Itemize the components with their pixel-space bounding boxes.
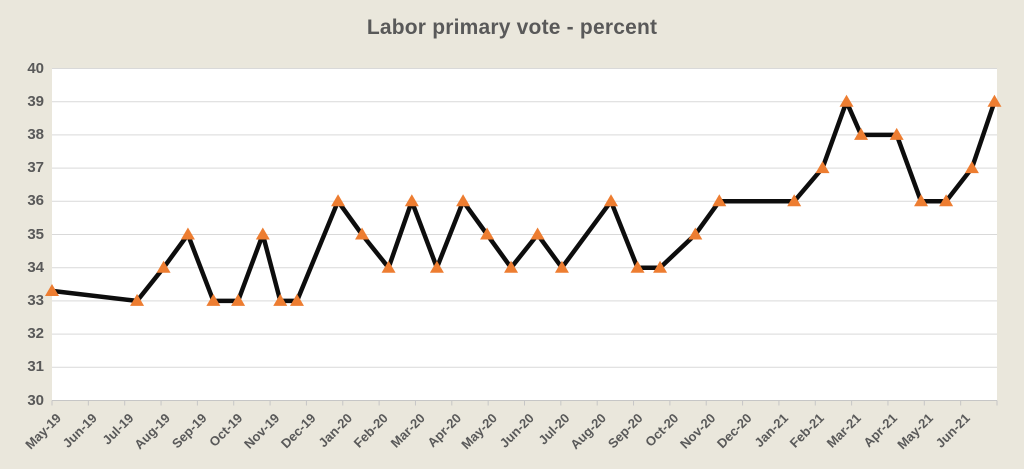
data-point-marker [854, 127, 869, 140]
y-axis-label: 38 [27, 125, 44, 143]
data-point-marker [653, 260, 668, 273]
data-point-marker [504, 260, 519, 273]
data-point-marker [604, 194, 619, 207]
y-axis-label: 40 [27, 59, 44, 77]
y-axis-label: 31 [27, 358, 44, 376]
y-axis-label: 33 [27, 291, 44, 309]
data-point-marker [331, 194, 346, 207]
data-point-marker [45, 283, 59, 296]
data-point-marker [273, 293, 288, 306]
data-point-marker [180, 227, 195, 240]
data-point-marker [554, 260, 569, 273]
y-axis-label: 36 [27, 192, 44, 210]
data-point-marker [839, 94, 854, 107]
data-point-marker [964, 161, 979, 174]
data-point-marker [889, 127, 904, 140]
data-point-marker [381, 260, 396, 273]
data-point-marker [206, 293, 221, 306]
data-point-marker [130, 293, 145, 306]
data-point-marker [815, 161, 830, 174]
y-axis-label: 32 [27, 325, 44, 343]
data-point-marker [787, 194, 802, 207]
y-axis-label: 34 [27, 258, 44, 276]
data-point-marker [712, 194, 727, 207]
data-point-marker [630, 260, 645, 273]
y-axis-label: 35 [27, 225, 44, 243]
data-point-marker [231, 293, 246, 306]
y-axis-label: 30 [27, 391, 44, 409]
data-point-marker [480, 227, 495, 240]
data-point-marker [255, 227, 270, 240]
data-point-marker [355, 227, 370, 240]
data-point-marker [156, 260, 171, 273]
data-point-marker [530, 227, 545, 240]
chart-title: Labor primary vote - percent [366, 16, 658, 39]
y-axis-label: 39 [27, 92, 44, 110]
data-point-marker [429, 260, 444, 273]
data-point-marker [404, 194, 419, 207]
data-point-marker [914, 194, 929, 207]
data-point-marker [456, 194, 471, 207]
y-axis-label: 37 [27, 159, 44, 177]
data-point-marker [688, 227, 703, 240]
data-point-marker [987, 94, 1002, 107]
data-point-marker [289, 293, 304, 306]
data-point-marker [939, 194, 954, 207]
